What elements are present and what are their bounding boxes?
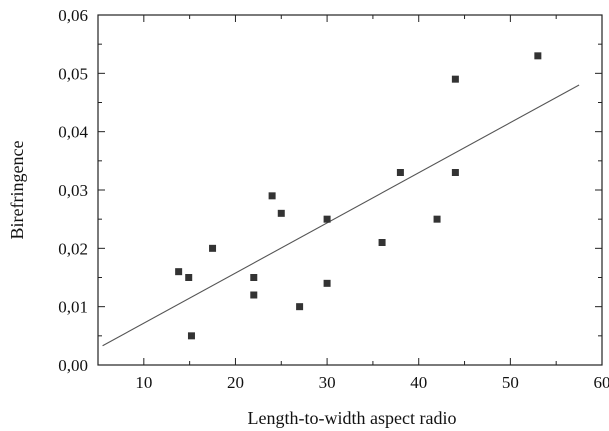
data-point <box>451 169 459 176</box>
data-point <box>433 215 441 223</box>
data-point <box>209 244 217 252</box>
data-point <box>277 209 285 217</box>
x-tick-label: 40 <box>410 373 427 392</box>
plot-area <box>97 14 603 366</box>
data-point <box>185 274 193 281</box>
x-axis-title: Length-to-width aspect radio <box>248 408 457 428</box>
x-tick-label: 30 <box>319 373 336 392</box>
data-point <box>175 268 183 276</box>
fit-line-layer <box>102 84 580 347</box>
data-point <box>250 291 258 299</box>
y-tick-label: 0,05 <box>58 64 88 83</box>
y-tick-label: 0,02 <box>58 239 88 258</box>
data-point <box>268 192 276 200</box>
data-point <box>396 169 404 176</box>
data-point <box>250 274 258 281</box>
y-tick-label: 0,04 <box>58 123 88 142</box>
data-point <box>451 75 459 83</box>
data-point <box>534 52 542 60</box>
x-tick-label: 20 <box>227 373 244 392</box>
x-tick-label: 60 <box>594 373 609 392</box>
tick-labels: 10 20 30 40 50 60 0,00 0,01 0,02 0,03 0,04 0,05 0,06 <box>58 6 609 392</box>
data-point <box>187 332 195 340</box>
x-tick-label: 50 <box>502 373 519 392</box>
y-tick-label: 0,03 <box>58 181 88 200</box>
y-tick-label: 0,06 <box>58 6 88 25</box>
x-tick-label: 10 <box>135 373 152 392</box>
axis-ticks <box>97 14 603 366</box>
data-point <box>323 279 331 287</box>
data-point <box>323 215 331 223</box>
y-axis-title: Birefringence <box>7 141 27 240</box>
y-tick-label: 0,00 <box>58 356 88 375</box>
y-tick-label: 0,01 <box>58 298 88 317</box>
plot-frame <box>97 14 603 366</box>
data-point <box>296 303 304 311</box>
data-point <box>378 239 386 246</box>
data-points <box>175 52 542 340</box>
fit-line <box>102 84 580 347</box>
